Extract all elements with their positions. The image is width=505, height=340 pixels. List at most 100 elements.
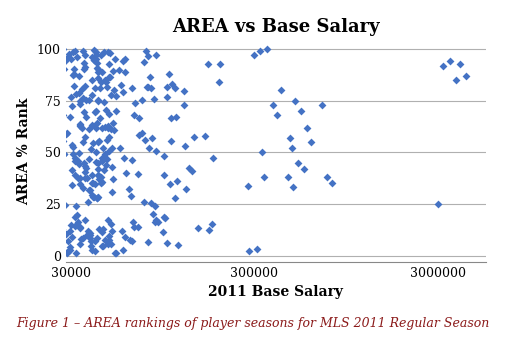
Point — [105, 74, 113, 80]
Point — [86, 236, 94, 241]
Point — [28, 56, 36, 62]
Point — [81, 65, 89, 70]
Point — [64, 54, 72, 60]
Point — [260, 174, 268, 180]
Point — [149, 96, 157, 101]
Point — [82, 97, 90, 102]
Point — [121, 57, 129, 62]
Point — [88, 54, 96, 60]
Point — [216, 61, 224, 66]
Point — [100, 168, 108, 173]
Point — [149, 211, 157, 217]
Point — [74, 162, 82, 167]
Point — [74, 158, 82, 164]
Point — [48, 117, 56, 122]
Point — [146, 200, 155, 206]
Text: Figure 1 – AREA rankings of player seasons for MLS 2011 Regular Season: Figure 1 – AREA rankings of player seaso… — [16, 317, 489, 330]
Point — [214, 79, 222, 84]
Point — [92, 49, 100, 55]
Point — [81, 170, 89, 175]
Point — [128, 157, 136, 163]
Point — [58, 226, 66, 232]
Point — [67, 167, 75, 173]
Point — [116, 82, 124, 88]
Point — [296, 108, 305, 114]
Point — [90, 47, 98, 52]
Point — [98, 226, 107, 232]
Point — [119, 248, 127, 253]
Point — [93, 98, 102, 103]
Point — [60, 66, 68, 72]
Point — [91, 53, 99, 58]
Point — [78, 86, 86, 92]
Point — [75, 182, 83, 187]
Point — [130, 100, 138, 105]
Point — [57, 79, 65, 84]
Point — [121, 69, 129, 74]
Point — [90, 109, 98, 115]
Point — [71, 155, 79, 160]
Point — [71, 159, 79, 164]
Point — [138, 130, 146, 135]
Point — [128, 85, 136, 90]
Point — [172, 114, 180, 120]
Y-axis label: AREA % Rank: AREA % Rank — [17, 98, 31, 205]
Point — [102, 107, 110, 113]
Point — [146, 85, 155, 91]
Point — [180, 89, 188, 94]
Point — [62, 131, 70, 136]
Point — [100, 77, 109, 82]
Point — [98, 243, 106, 249]
Point — [72, 203, 80, 209]
Point — [93, 195, 101, 201]
Point — [87, 78, 95, 83]
Point — [97, 80, 105, 85]
Point — [63, 130, 71, 136]
Point — [80, 66, 88, 71]
Point — [81, 114, 89, 119]
Point — [69, 72, 77, 77]
Point — [119, 89, 127, 95]
Point — [244, 183, 252, 189]
Point — [88, 194, 96, 199]
Point — [60, 132, 68, 138]
Point — [194, 225, 202, 231]
Point — [91, 181, 99, 186]
Point — [100, 49, 108, 54]
Point — [209, 155, 217, 161]
Point — [76, 122, 84, 127]
Point — [91, 85, 99, 90]
Point — [104, 217, 112, 223]
Point — [93, 195, 101, 200]
Point — [104, 241, 112, 247]
Point — [93, 236, 101, 241]
Point — [71, 48, 79, 54]
Point — [55, 119, 63, 124]
Point — [94, 66, 103, 71]
Point — [112, 94, 120, 99]
Point — [75, 225, 83, 231]
Point — [109, 68, 117, 73]
Point — [50, 123, 59, 128]
Point — [90, 57, 98, 63]
Point — [445, 59, 453, 64]
Point — [94, 194, 102, 200]
Point — [94, 160, 102, 165]
Point — [95, 226, 104, 232]
Point — [85, 230, 93, 235]
Point — [55, 120, 63, 125]
Point — [159, 229, 167, 235]
Point — [461, 73, 469, 79]
Point — [143, 239, 152, 244]
Point — [88, 181, 96, 186]
Point — [68, 183, 76, 188]
Point — [76, 122, 84, 128]
Point — [91, 238, 99, 244]
Point — [171, 195, 179, 201]
Point — [79, 235, 87, 241]
Point — [108, 146, 116, 151]
Point — [72, 91, 80, 97]
Point — [105, 134, 113, 140]
Point — [159, 153, 167, 159]
Point — [306, 139, 314, 145]
